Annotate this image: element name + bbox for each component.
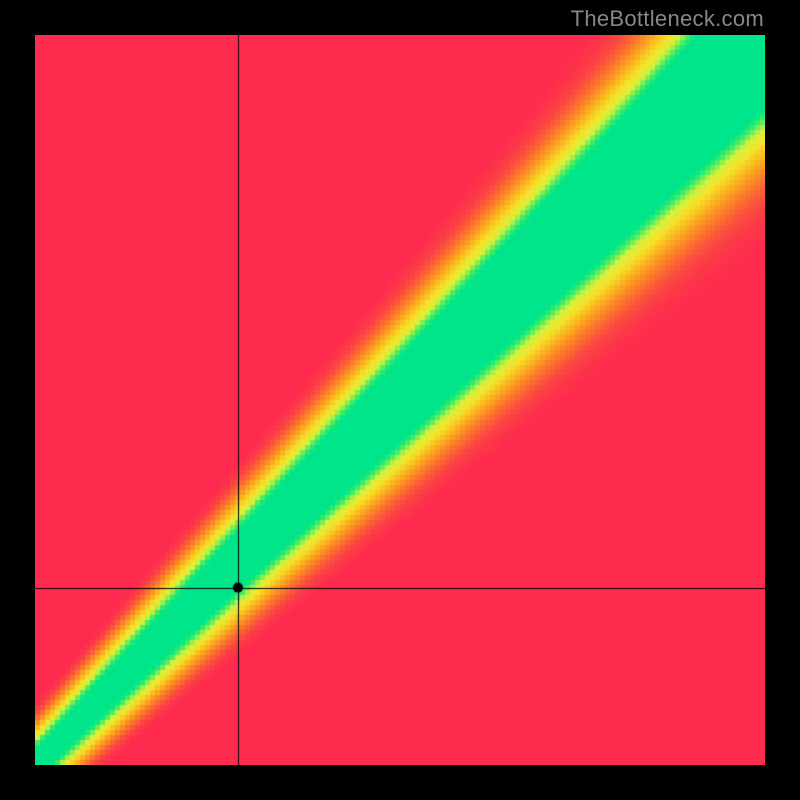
watermark-text: TheBottleneck.com — [571, 6, 764, 32]
bottleneck-heatmap — [35, 35, 765, 765]
